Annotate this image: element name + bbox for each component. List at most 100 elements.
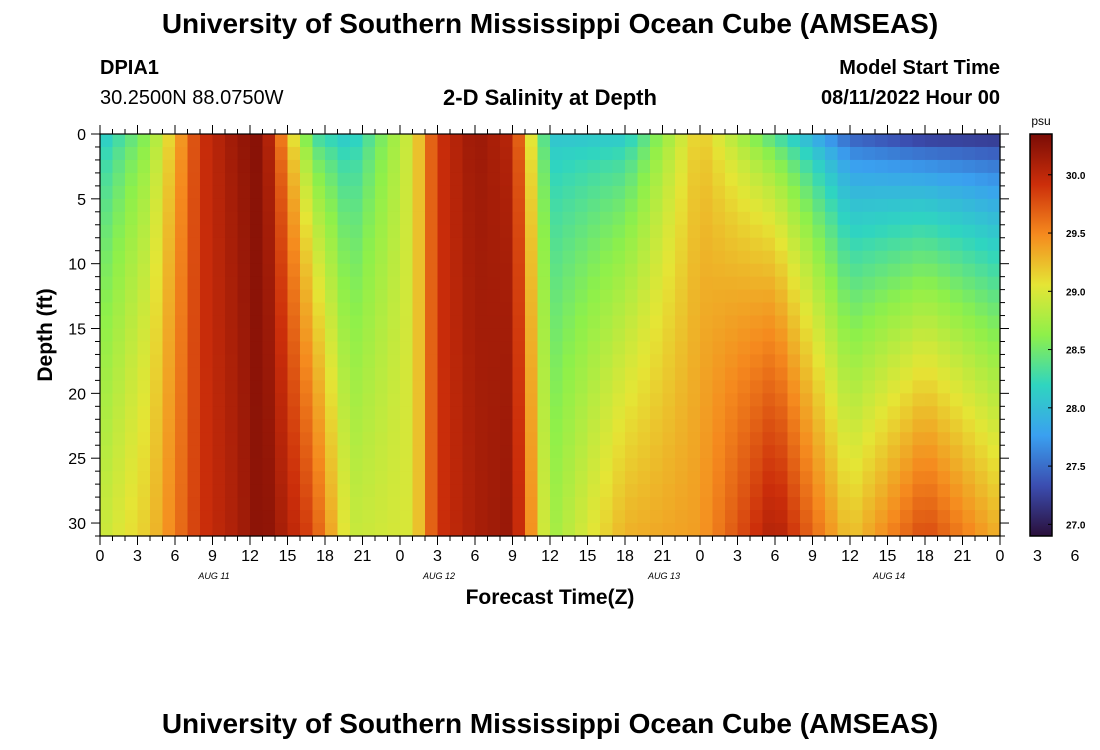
heatmap-cell	[737, 185, 751, 200]
heatmap-cell	[687, 211, 701, 226]
heatmap-cell	[175, 328, 189, 343]
heatmap-cell	[812, 263, 826, 278]
heatmap-cell	[987, 393, 1001, 407]
heatmap-cell	[925, 250, 939, 265]
heatmap-cell	[475, 497, 489, 511]
heatmap-cell	[425, 315, 439, 330]
heatmap-cell	[850, 445, 864, 459]
heatmap-cell	[275, 523, 289, 537]
heatmap-cell	[175, 393, 189, 407]
heatmap-cell	[100, 341, 114, 356]
heatmap-cell	[737, 432, 751, 446]
heatmap-cell	[862, 341, 876, 356]
heatmap-cell	[212, 484, 226, 498]
heatmap-cell	[800, 458, 814, 472]
heatmap-cell	[787, 276, 801, 291]
heatmap-cell	[975, 250, 989, 265]
heatmap-cell	[887, 185, 901, 200]
heatmap-cell	[650, 211, 664, 226]
x-axis-tick-label: 0	[996, 548, 1005, 565]
heatmap-cell	[187, 471, 201, 485]
heatmap-cell	[362, 510, 376, 524]
heatmap-cell	[262, 289, 276, 304]
heatmap-cell	[712, 341, 726, 356]
heatmap-cell	[587, 237, 601, 252]
heatmap-cell	[550, 159, 564, 174]
heatmap-cell	[950, 484, 964, 498]
heatmap-cell	[400, 419, 414, 433]
heatmap-cell	[450, 367, 464, 381]
heatmap-cell	[187, 328, 201, 343]
heatmap-cell	[937, 315, 951, 330]
heatmap-cell	[650, 445, 664, 459]
heatmap-cell	[187, 185, 201, 200]
heatmap-cell	[125, 445, 139, 459]
heatmap-cell	[187, 484, 201, 498]
heatmap-cell	[500, 134, 514, 148]
heatmap-cell	[675, 445, 689, 459]
heatmap-cell	[825, 172, 839, 187]
heatmap-cell	[925, 419, 939, 433]
heatmap-cell	[825, 250, 839, 265]
heatmap-cell	[525, 302, 539, 317]
heatmap-cell	[612, 172, 626, 187]
date-label: AUG 14	[872, 571, 905, 581]
heatmap-cell	[737, 134, 751, 148]
heatmap-cell	[887, 159, 901, 174]
heatmap-cell	[825, 510, 839, 524]
heatmap-cell	[937, 484, 951, 498]
heatmap-cell	[200, 445, 214, 459]
heatmap-cell	[337, 134, 351, 148]
heatmap-cell	[100, 497, 114, 511]
heatmap-cell	[162, 419, 176, 433]
heatmap-cell	[950, 432, 964, 446]
heatmap-cell	[525, 380, 539, 394]
heatmap-cell	[100, 315, 114, 330]
heatmap-cell	[175, 302, 189, 317]
heatmap-cell	[900, 302, 914, 317]
heatmap-cell	[512, 315, 526, 330]
heatmap-cell	[887, 510, 901, 524]
heatmap-cell	[800, 224, 814, 239]
heatmap-cell	[387, 276, 401, 291]
heatmap-cell	[337, 393, 351, 407]
heatmap-cell	[787, 263, 801, 278]
heatmap-cell	[575, 523, 589, 537]
heatmap-cell	[100, 146, 114, 161]
heatmap-cell	[912, 224, 926, 239]
heatmap-cell	[387, 471, 401, 485]
heatmap-cell	[612, 484, 626, 498]
heatmap-cell	[262, 367, 276, 381]
heatmap-cell	[612, 134, 626, 148]
colorbar-tick-label: 29.5	[1066, 229, 1086, 240]
heatmap-cell	[712, 185, 726, 200]
heatmap-cell	[925, 341, 939, 356]
heatmap-cell	[200, 354, 214, 369]
heatmap-cell	[275, 289, 289, 304]
heatmap-cell	[687, 172, 701, 187]
heatmap-cell	[600, 432, 614, 446]
heatmap-cell	[925, 289, 939, 304]
heatmap-cell	[125, 367, 139, 381]
heatmap-cell	[200, 276, 214, 291]
heatmap-cell	[712, 354, 726, 369]
heatmap-cell	[850, 510, 864, 524]
heatmap-cell	[900, 185, 914, 200]
heatmap-cell	[475, 159, 489, 174]
heatmap-cell	[962, 432, 976, 446]
heatmap-cell	[250, 224, 264, 239]
heatmap-cell	[575, 276, 589, 291]
heatmap-cell	[375, 315, 389, 330]
heatmap-cell	[875, 367, 889, 381]
heatmap-cell	[100, 237, 114, 252]
heatmap-cell	[450, 458, 464, 472]
heatmap-cell	[712, 380, 726, 394]
heatmap-cell	[187, 523, 201, 537]
heatmap-cell	[112, 393, 126, 407]
heatmap-cell	[187, 237, 201, 252]
heatmap-cell	[562, 146, 576, 161]
heatmap-cell	[575, 328, 589, 343]
heatmap-cell	[412, 497, 426, 511]
heatmap-cell	[300, 367, 314, 381]
heatmap-cell	[150, 445, 164, 459]
